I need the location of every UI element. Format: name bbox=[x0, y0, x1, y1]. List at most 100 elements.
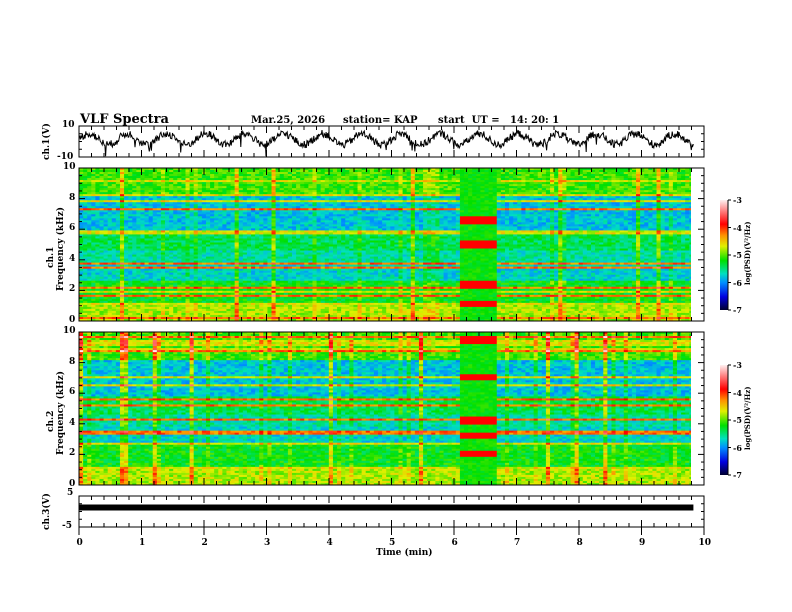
spectrogram-cell bbox=[476, 218, 481, 221]
spectrogram-cell bbox=[324, 198, 330, 201]
spectrogram-cell bbox=[607, 170, 612, 173]
spectrogram-cell bbox=[685, 198, 690, 201]
spectrogram-cell bbox=[660, 188, 666, 191]
spectrogram-cell bbox=[623, 172, 629, 175]
spectrogram-cell bbox=[218, 190, 223, 193]
spectrogram-cell bbox=[640, 200, 645, 203]
spectrogram-cell bbox=[279, 186, 285, 189]
spectrogram-cell bbox=[365, 206, 371, 209]
spectrogram-cell bbox=[160, 186, 166, 189]
spectrogram-cell bbox=[345, 192, 350, 195]
spectrogram-cell bbox=[648, 200, 653, 203]
spectrogram-cell bbox=[345, 174, 350, 177]
spectrogram-cell bbox=[328, 170, 334, 173]
spectrogram-cell bbox=[300, 192, 305, 195]
spectrogram-cell bbox=[689, 208, 691, 211]
spectrogram-cell bbox=[541, 204, 547, 207]
spectrogram-cell bbox=[513, 190, 518, 193]
spectrogram-cell bbox=[660, 200, 666, 203]
spectrogram-cell bbox=[365, 186, 371, 189]
spectrogram-cell bbox=[504, 198, 510, 201]
spectrogram-cell bbox=[402, 214, 408, 217]
spectrogram-cell bbox=[222, 170, 227, 173]
spectrogram-cell bbox=[574, 174, 580, 177]
spectrogram-cell bbox=[234, 214, 240, 217]
spectrogram-cell bbox=[255, 176, 260, 179]
spectrogram-cell bbox=[95, 174, 100, 177]
spectrogram-cell bbox=[619, 176, 625, 179]
spectrogram-cell bbox=[99, 218, 104, 221]
spectrogram-cell bbox=[586, 178, 592, 181]
spectrogram-cell bbox=[451, 220, 457, 223]
spectrogram-cell bbox=[337, 172, 342, 175]
spectrogram-cell bbox=[623, 186, 629, 189]
spectrogram-cell bbox=[382, 212, 387, 215]
spectrogram-cell bbox=[300, 178, 305, 181]
spectrogram-cell bbox=[181, 168, 186, 171]
spectrogram-cell bbox=[590, 168, 596, 171]
spectrogram-cell bbox=[79, 200, 84, 203]
spectrogram-cell bbox=[410, 196, 416, 199]
spectrogram-cell bbox=[332, 210, 338, 213]
spectrogram-cell bbox=[402, 170, 408, 173]
spectrogram-cell bbox=[545, 212, 551, 215]
spectrogram-cell bbox=[410, 216, 416, 219]
spectrogram-cell bbox=[631, 184, 637, 187]
spectrogram-cell bbox=[234, 204, 240, 207]
spectrogram-cell bbox=[484, 218, 489, 221]
spectrogram-cell bbox=[423, 170, 428, 173]
spectrogram-cell bbox=[382, 210, 387, 213]
spectrogram-cell bbox=[554, 200, 559, 203]
spectrogram-cell bbox=[599, 176, 604, 179]
spectrogram-cell bbox=[402, 194, 408, 197]
spectrogram-cell bbox=[357, 210, 363, 213]
spectrogram-cell bbox=[271, 204, 276, 207]
spectrogram-cell bbox=[267, 172, 272, 175]
spectrogram-cell bbox=[238, 216, 244, 219]
spectrogram-cell bbox=[537, 178, 543, 181]
spectrogram-cell bbox=[287, 168, 293, 171]
spectrogram-cell bbox=[226, 192, 231, 195]
spectrogram-cell bbox=[308, 186, 313, 189]
spectrogram-cell bbox=[689, 180, 691, 183]
spectrogram-cell bbox=[226, 212, 231, 215]
spectrogram-cell bbox=[160, 204, 166, 207]
spectrogram-cell bbox=[349, 218, 354, 221]
spectrogram-cell bbox=[480, 178, 485, 181]
spectrogram-cell bbox=[136, 178, 141, 181]
spectrogram-cell bbox=[603, 194, 608, 197]
spectrogram-cell bbox=[361, 186, 367, 189]
spectrogram-cell bbox=[382, 170, 387, 173]
spectrogram-cell bbox=[255, 186, 260, 189]
spectrogram-cell bbox=[566, 184, 571, 187]
spectrogram-cell bbox=[484, 202, 489, 205]
spectrogram-cell bbox=[341, 206, 346, 209]
spectrogram-cell bbox=[595, 176, 600, 179]
spectrogram-cell bbox=[443, 170, 449, 173]
spectrogram-cell bbox=[357, 214, 363, 217]
spectrogram-cell bbox=[99, 190, 104, 193]
spectrogram-cell bbox=[623, 184, 629, 187]
spectrogram-cell bbox=[570, 168, 575, 171]
spectrogram-cell bbox=[631, 210, 637, 213]
spectrogram-cell bbox=[558, 192, 563, 195]
spectrogram-cell bbox=[87, 188, 92, 191]
spectrogram-cell bbox=[136, 186, 141, 189]
spectrogram-cell bbox=[140, 208, 145, 211]
spectrogram-cell bbox=[599, 210, 604, 213]
spectrogram-cell bbox=[361, 184, 367, 187]
spectrogram-cell bbox=[312, 184, 317, 187]
spectrogram-cell bbox=[406, 192, 412, 195]
spectrogram-cell bbox=[681, 196, 686, 199]
spectrogram-cell bbox=[656, 216, 662, 219]
spectrogram-cell bbox=[689, 218, 691, 221]
spectrogram-cell bbox=[185, 222, 190, 225]
spectrogram-cell bbox=[631, 206, 637, 209]
spectrogram-cell bbox=[230, 220, 236, 223]
spectrogram-cell bbox=[177, 202, 182, 205]
spectrogram-cell bbox=[619, 170, 625, 173]
spectrogram-cell bbox=[156, 196, 162, 199]
spectrogram-cell bbox=[603, 212, 608, 215]
spectrogram-cell bbox=[210, 194, 215, 197]
spectrogram-cell bbox=[349, 196, 354, 199]
